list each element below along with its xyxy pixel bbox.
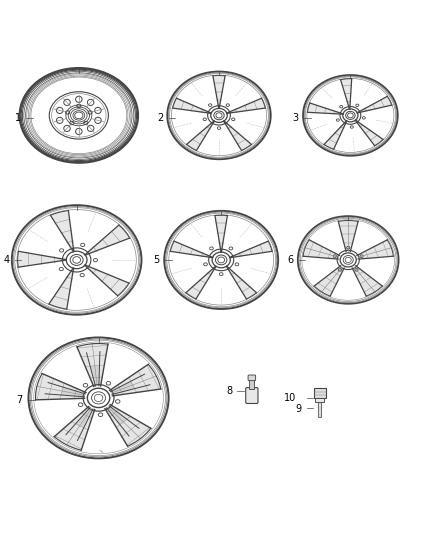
Polygon shape (338, 221, 358, 252)
Polygon shape (54, 407, 95, 450)
Polygon shape (324, 120, 348, 149)
Text: 5: 5 (154, 255, 160, 265)
Polygon shape (170, 241, 214, 259)
Polygon shape (225, 265, 256, 299)
Text: 1: 1 (15, 112, 21, 123)
Bar (315, 399, 324, 402)
Polygon shape (186, 265, 217, 299)
Polygon shape (110, 381, 135, 394)
Polygon shape (352, 266, 382, 296)
Polygon shape (354, 119, 383, 146)
Polygon shape (341, 79, 352, 110)
Polygon shape (75, 408, 93, 428)
Polygon shape (90, 365, 99, 386)
Text: 6: 6 (287, 255, 293, 265)
Polygon shape (83, 225, 130, 256)
Polygon shape (61, 387, 85, 397)
Polygon shape (213, 76, 225, 109)
Bar (314, 389, 326, 399)
Polygon shape (35, 374, 86, 400)
Polygon shape (229, 241, 272, 259)
Polygon shape (357, 240, 393, 259)
Text: 10: 10 (284, 393, 296, 403)
Polygon shape (226, 98, 265, 114)
Text: 8: 8 (226, 386, 232, 397)
Text: 7: 7 (17, 394, 23, 405)
Polygon shape (110, 365, 161, 396)
Polygon shape (356, 96, 392, 114)
Polygon shape (50, 211, 75, 253)
Bar (318, 402, 321, 417)
Polygon shape (173, 98, 212, 114)
Polygon shape (307, 103, 344, 115)
Polygon shape (303, 240, 339, 259)
FancyBboxPatch shape (248, 375, 256, 381)
Text: 3: 3 (293, 112, 299, 123)
Polygon shape (314, 266, 344, 296)
Polygon shape (49, 267, 75, 309)
Text: 4: 4 (4, 255, 10, 265)
Polygon shape (187, 120, 215, 150)
Polygon shape (223, 120, 251, 150)
FancyBboxPatch shape (246, 387, 258, 403)
Polygon shape (83, 264, 129, 296)
Polygon shape (215, 215, 227, 253)
Text: 2: 2 (157, 112, 163, 123)
Text: 9: 9 (295, 404, 301, 414)
Polygon shape (105, 405, 151, 446)
Bar (250, 379, 254, 390)
Polygon shape (77, 343, 108, 386)
Polygon shape (18, 251, 67, 267)
Polygon shape (106, 406, 127, 425)
